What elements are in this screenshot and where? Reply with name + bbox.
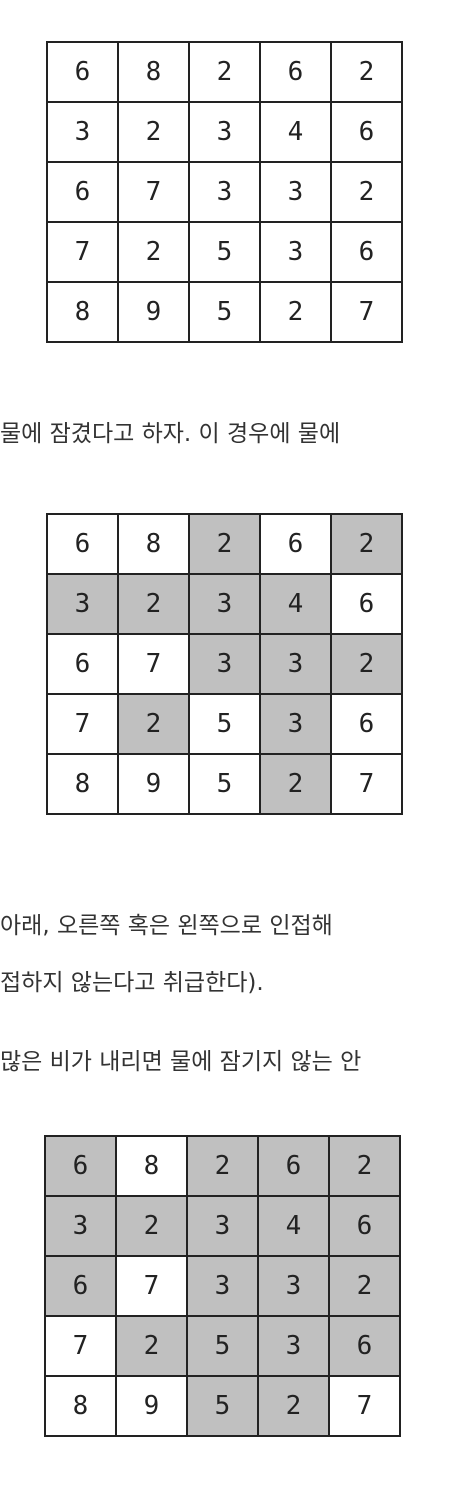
grid-cell: 7 xyxy=(46,221,119,283)
grid-cell: 2 xyxy=(330,513,403,575)
grid-cell: 2 xyxy=(117,693,190,755)
grid-cell: 2 xyxy=(115,1315,188,1377)
grid-cell: 8 xyxy=(115,1135,188,1197)
grid-cell: 3 xyxy=(46,101,119,163)
grid-cell: 7 xyxy=(44,1315,117,1377)
grid-cell: 7 xyxy=(330,753,403,815)
grid-cell: 9 xyxy=(117,753,190,815)
grid-cell: 5 xyxy=(188,281,261,343)
grid-cell: 3 xyxy=(257,1315,330,1377)
grid-cell: 2 xyxy=(328,1135,401,1197)
grid-cell: 3 xyxy=(44,1195,117,1257)
grid-cell: 2 xyxy=(188,513,261,575)
grid-cell: 2 xyxy=(328,1255,401,1317)
grid-cell: 3 xyxy=(259,633,332,695)
grid-cell: 7 xyxy=(117,633,190,695)
grid-cell: 8 xyxy=(117,513,190,575)
grid-cell: 3 xyxy=(188,573,261,635)
grid-cell: 2 xyxy=(259,281,332,343)
grid-cell: 3 xyxy=(259,221,332,283)
grid-cell: 6 xyxy=(46,633,119,695)
grid-cell: 8 xyxy=(46,753,119,815)
grid-cell: 7 xyxy=(330,281,403,343)
grid-cell: 2 xyxy=(330,633,403,695)
grid-cell: 6 xyxy=(46,161,119,223)
grid-cell: 2 xyxy=(330,161,403,223)
grid-cell: 6 xyxy=(330,221,403,283)
grid-cell: 2 xyxy=(188,41,261,103)
grid-cell: 6 xyxy=(44,1255,117,1317)
grid-cell: 3 xyxy=(186,1255,259,1317)
grid-cell: 8 xyxy=(46,281,119,343)
grid-cell: 5 xyxy=(188,753,261,815)
grid-cell: 7 xyxy=(117,161,190,223)
grid-cell: 9 xyxy=(115,1375,188,1437)
grid-cell: 9 xyxy=(117,281,190,343)
grid-cell: 3 xyxy=(257,1255,330,1317)
grid-cell: 4 xyxy=(257,1195,330,1257)
grid-cell: 6 xyxy=(46,41,119,103)
grid-cell: 2 xyxy=(330,41,403,103)
grid-cell: 7 xyxy=(115,1255,188,1317)
grid-cell: 6 xyxy=(328,1315,401,1377)
grid-cell: 6 xyxy=(330,693,403,755)
grid-cell: 3 xyxy=(186,1195,259,1257)
grid-cell: 2 xyxy=(186,1135,259,1197)
grid-cell: 4 xyxy=(259,101,332,163)
grid-cell: 2 xyxy=(117,573,190,635)
grid-cell: 5 xyxy=(188,221,261,283)
grid-cell: 4 xyxy=(259,573,332,635)
grid-cell: 6 xyxy=(46,513,119,575)
grid-cell: 6 xyxy=(330,101,403,163)
grid-cell: 5 xyxy=(186,1375,259,1437)
grid-cell: 7 xyxy=(328,1375,401,1437)
grid-cell: 3 xyxy=(188,633,261,695)
grid-cell: 7 xyxy=(46,693,119,755)
grid-cell: 6 xyxy=(259,41,332,103)
grid-cell: 2 xyxy=(259,753,332,815)
grid-cell: 6 xyxy=(257,1135,330,1197)
grid-cell: 8 xyxy=(44,1375,117,1437)
grid-cell: 3 xyxy=(46,573,119,635)
grid-cell: 8 xyxy=(117,41,190,103)
grid-cell: 3 xyxy=(259,693,332,755)
grid-cell: 2 xyxy=(115,1195,188,1257)
grid-cell: 3 xyxy=(188,161,261,223)
text-line-1: 물에 잠겼다고 하자. 이 경우에 물에 xyxy=(0,421,341,447)
grid-cell: 6 xyxy=(330,573,403,635)
grid-cell: 2 xyxy=(117,221,190,283)
text-line-4: 많은 비가 내리면 물에 잠기지 않는 안 xyxy=(0,1049,362,1075)
grid-cell: 3 xyxy=(259,161,332,223)
grid-cell: 6 xyxy=(259,513,332,575)
grid-cell: 5 xyxy=(186,1315,259,1377)
grid-cell: 6 xyxy=(328,1195,401,1257)
grid-cell: 6 xyxy=(44,1135,117,1197)
text-line-2: 아래, 오른쪽 혹은 왼쪽으로 인접해 xyxy=(0,913,333,939)
grid-cell: 2 xyxy=(117,101,190,163)
grid-cell: 2 xyxy=(257,1375,330,1437)
grid-cell: 3 xyxy=(188,101,261,163)
grid-cell: 5 xyxy=(188,693,261,755)
text-line-3: 접하지 않는다고 취급한다). xyxy=(0,970,264,996)
